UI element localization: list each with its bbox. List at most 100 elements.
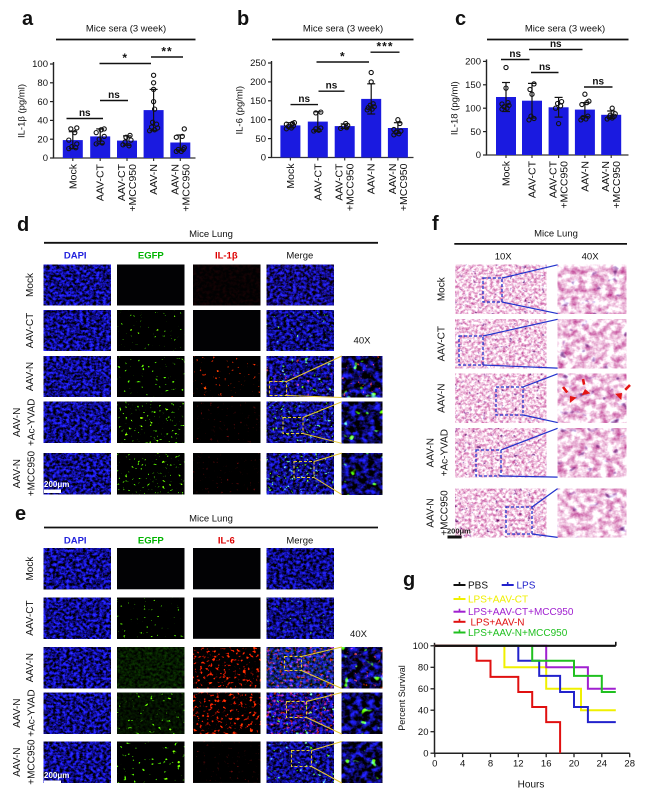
svg-text:LPS+AAV-CT+MCC950: LPS+AAV-CT+MCC950 (468, 607, 574, 618)
svg-text:AAV-N: AAV-N (426, 498, 437, 527)
svg-text:+MCC950: +MCC950 (559, 161, 571, 209)
svg-text:0: 0 (261, 153, 266, 164)
svg-text:0: 0 (43, 153, 48, 164)
svg-text:AAV-N: AAV-N (600, 161, 612, 192)
svg-text:+MCC950: +MCC950 (180, 164, 192, 212)
svg-text:200μm: 200μm (44, 480, 69, 489)
svg-text:LPS+AAV-N+MCC950: LPS+AAV-N+MCC950 (468, 628, 568, 639)
svg-text:+MCC950: +MCC950 (611, 161, 623, 209)
svg-text:200: 200 (465, 57, 481, 68)
svg-text:IL-6 (pg/ml): IL-6 (pg/ml) (235, 86, 246, 135)
svg-text:Mock: Mock (25, 556, 36, 581)
svg-text:AAV-CT: AAV-CT (437, 326, 448, 361)
svg-text:+MCC950: +MCC950 (345, 163, 357, 211)
svg-text:0: 0 (476, 150, 481, 161)
svg-text:Mice sera (3 week): Mice sera (3 week) (525, 24, 605, 35)
svg-text:**: ** (161, 45, 172, 59)
svg-text:Mice sera (3 week): Mice sera (3 week) (303, 24, 383, 35)
svg-text:ns: ns (108, 90, 120, 101)
svg-text:ns: ns (592, 77, 604, 88)
svg-text:40X: 40X (582, 252, 600, 263)
svg-text:ns: ns (298, 94, 310, 105)
svg-text:80: 80 (37, 78, 48, 89)
svg-text:150: 150 (465, 80, 481, 91)
svg-text:AAV-N: AAV-N (148, 164, 160, 195)
svg-text:0: 0 (423, 749, 428, 760)
svg-text:AAV-CT: AAV-CT (25, 313, 36, 348)
svg-text:ns: ns (326, 81, 338, 92)
svg-text:f: f (432, 213, 439, 235)
svg-text:60: 60 (418, 684, 429, 695)
svg-text:a: a (22, 8, 34, 30)
svg-text:AAV-N: AAV-N (12, 408, 23, 437)
svg-text:Mock: Mock (285, 163, 297, 189)
svg-text:AAV-N: AAV-N (169, 164, 181, 195)
svg-text:b: b (237, 8, 249, 30)
svg-text:PBS: PBS (468, 581, 488, 592)
svg-text:+MCC950: +MCC950 (27, 451, 38, 497)
svg-text:EGFP: EGFP (138, 536, 165, 547)
svg-text:LPS: LPS (517, 581, 536, 592)
svg-text:AAV-N: AAV-N (437, 384, 448, 413)
svg-text:150: 150 (250, 96, 266, 107)
svg-text:+Ac-YVAD: +Ac-YVAD (27, 399, 38, 446)
svg-text:AAV-N: AAV-N (366, 164, 378, 195)
svg-text:LPS+AAV-CT: LPS+AAV-CT (468, 595, 528, 606)
svg-text:4: 4 (460, 759, 465, 770)
svg-text:200μm: 200μm (447, 527, 471, 536)
svg-text:AAV-N: AAV-N (25, 653, 36, 682)
svg-text:20: 20 (569, 759, 580, 770)
svg-text:16: 16 (541, 759, 552, 770)
svg-text:AAV-CT: AAV-CT (95, 163, 107, 201)
svg-text:AAV-N: AAV-N (426, 438, 437, 467)
svg-text:8: 8 (488, 759, 493, 770)
svg-text:24: 24 (597, 759, 608, 770)
svg-text:AAV-CT: AAV-CT (527, 160, 539, 198)
svg-text:d: d (17, 214, 29, 236)
svg-text:AAV-CT: AAV-CT (312, 163, 324, 201)
svg-text:c: c (455, 8, 466, 30)
svg-text:IL-1β: IL-1β (215, 251, 238, 262)
svg-text:IL-1β (pg/ml): IL-1β (pg/ml) (17, 84, 28, 138)
svg-text:50: 50 (255, 134, 266, 145)
svg-text:Mice Lung: Mice Lung (189, 229, 233, 240)
svg-text:AAV-CT: AAV-CT (548, 160, 560, 198)
svg-text:AAV-N: AAV-N (12, 747, 23, 776)
svg-text:+Ac-YVAD: +Ac-YVAD (440, 429, 451, 476)
svg-text:100: 100 (413, 641, 429, 652)
svg-text:IL-6: IL-6 (218, 536, 235, 547)
svg-text:+MCC950: +MCC950 (127, 164, 139, 212)
svg-text:AAV-N: AAV-N (387, 164, 399, 195)
svg-text:+Ac-YVAD: +Ac-YVAD (27, 689, 38, 736)
svg-text:100: 100 (32, 59, 48, 70)
svg-text:12: 12 (513, 759, 524, 770)
svg-text:***: *** (376, 40, 393, 54)
svg-text:ns: ns (509, 49, 521, 60)
svg-text:80: 80 (418, 663, 429, 674)
svg-text:g: g (403, 569, 415, 591)
svg-text:Merge: Merge (286, 251, 313, 262)
svg-text:10X: 10X (495, 252, 513, 263)
svg-text:AAV-N: AAV-N (25, 362, 36, 391)
svg-text:Merge: Merge (286, 536, 313, 547)
svg-text:AAV-N: AAV-N (12, 698, 23, 727)
svg-text:Mock: Mock (501, 160, 513, 186)
svg-text:40X: 40X (354, 336, 372, 347)
svg-text:Mice Lung: Mice Lung (189, 514, 233, 525)
svg-text:IL-18 (pg/ml): IL-18 (pg/ml) (450, 81, 461, 135)
svg-text:*: * (122, 51, 128, 65)
svg-text:AAV-N: AAV-N (579, 161, 591, 192)
svg-text:100: 100 (250, 115, 266, 126)
svg-text:AAV-CT: AAV-CT (25, 600, 36, 635)
svg-text:0: 0 (432, 759, 437, 770)
svg-text:LPS+AAV-N: LPS+AAV-N (471, 617, 525, 628)
svg-text:e: e (15, 503, 26, 525)
svg-text:+MCC950: +MCC950 (440, 490, 451, 536)
svg-text:28: 28 (624, 759, 635, 770)
svg-text:AAV-CT: AAV-CT (334, 163, 346, 201)
svg-text:DAPI: DAPI (64, 536, 87, 547)
svg-text:+MCC950: +MCC950 (398, 163, 410, 211)
svg-text:200μm: 200μm (44, 771, 69, 780)
svg-text:*: * (340, 50, 346, 64)
svg-text:ns: ns (550, 39, 562, 50)
